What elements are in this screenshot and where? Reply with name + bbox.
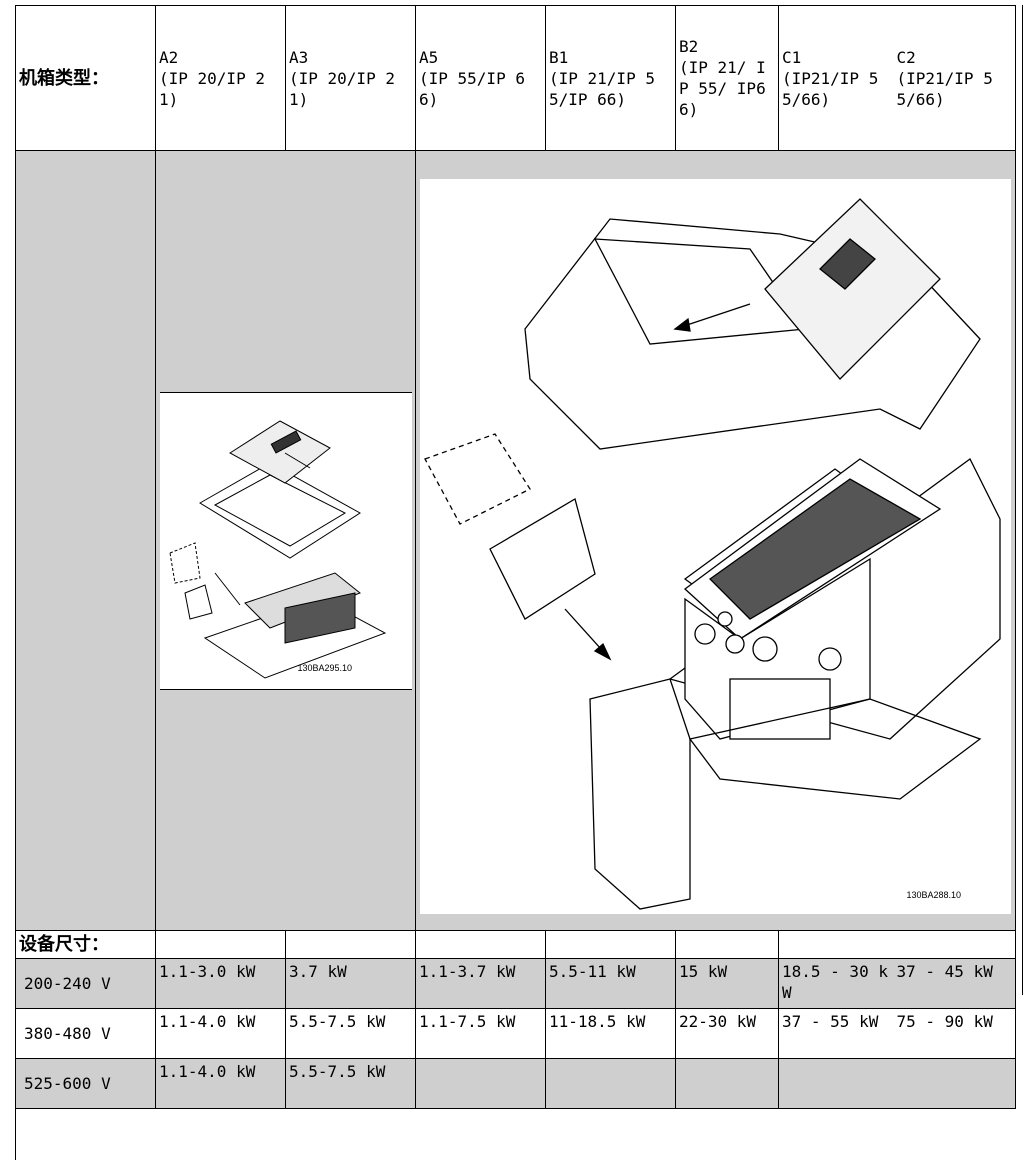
- power-range: 18.5 - 30 kW: [782, 962, 888, 1002]
- power-cell: 5.5-7.5 kW: [285, 1058, 416, 1109]
- blank: [415, 930, 546, 959]
- illustration: [424, 198, 1001, 910]
- power-row: 200-240 V 1.1-3.0 kW 3.7 kW 1.1-3.7 kW 5.5-1…: [15, 958, 1016, 1009]
- enclosure-name: A5: [419, 47, 439, 67]
- power-range: 5.5-11 kW: [549, 962, 636, 981]
- illustration: [169, 419, 387, 679]
- label: 设备尺寸：: [19, 934, 109, 955]
- power-range: 75 - 90 kW: [896, 1012, 993, 1031]
- header-cell: A2 (IP 20/IP 21): [155, 5, 286, 151]
- protection: (IP 20/IP 21): [289, 68, 395, 109]
- power-range: 5.5-7.5 kW: [289, 1012, 386, 1031]
- enclosure-name: C2: [896, 47, 916, 67]
- power-cell: 1.1-4.0 kW: [155, 1058, 286, 1109]
- power-cell: [893, 1058, 1016, 1109]
- enclosure-name: B2: [679, 37, 699, 56]
- power-cell: [415, 1058, 546, 1109]
- power-cell: 1.1-3.0 kW: [155, 958, 286, 1009]
- blank: [15, 150, 156, 931]
- power-range: 1.1-7.5 kW: [419, 1012, 516, 1031]
- protection: (IP 21/ IP 55/ IP66): [679, 58, 766, 119]
- figure-cell: 130BA295.10: [155, 150, 416, 931]
- power-range: 1.1-3.7 kW: [419, 962, 516, 981]
- blank: [675, 930, 779, 959]
- header-cell: B1 (IP 21/IP 55/IP 66): [545, 5, 676, 151]
- header-row: 机箱类型： A2 (IP 20/IP 21) A3 (IP 20/IP 21) A5 (IP…: [15, 5, 1016, 151]
- header-cell: A3 (IP 20/IP 21): [285, 5, 416, 151]
- voltage: 200-240 V: [15, 958, 156, 1009]
- blank: [893, 930, 1016, 959]
- label: 机箱类型：: [19, 67, 109, 89]
- power-range: 5.5-7.5 kW: [289, 1062, 386, 1081]
- power-row: 525-600 V 1.1-4.0 kW 5.5-7.5 kW: [15, 1058, 1016, 1109]
- voltage-label: 380-480 V: [24, 1024, 111, 1043]
- section-row: 设备尺寸：: [15, 930, 1016, 959]
- protection: (IP21/IP 55/66): [896, 68, 993, 109]
- power-range: 1.1-4.0 kW: [159, 1062, 256, 1081]
- power-range: 1.1-3.0 kW: [159, 962, 256, 981]
- power-range: 37 - 45 kW: [896, 962, 993, 981]
- power-cell: [675, 1058, 779, 1109]
- power-cell: 1.1-3.7 kW: [415, 958, 546, 1009]
- voltage: 380-480 V: [15, 1008, 156, 1059]
- header-label: 机箱类型：: [15, 5, 156, 151]
- protection: (IP 21/IP 55/IP 66): [549, 68, 655, 109]
- voltage-label: 525-600 V: [24, 1074, 111, 1093]
- power-range: 22-30 kW: [679, 1012, 757, 1031]
- power-cell: 1.1-7.5 kW: [415, 1008, 546, 1059]
- table: 机箱类型： A2 (IP 20/IP 21) A3 (IP 20/IP 21) A5 (IP…: [15, 5, 1016, 1109]
- power-range: 15 kW: [679, 962, 728, 981]
- figure-row: 130BA295.10 130BA288.10: [15, 150, 1016, 931]
- header-cell: A5 (IP 55/IP 66): [415, 5, 546, 151]
- power-cell: 11-18.5 kW: [545, 1008, 676, 1059]
- figure-code: 130BA295.10: [297, 658, 352, 679]
- power-cell: 18.5 - 30 kW: [778, 958, 894, 1009]
- code: 130BA288.10: [906, 890, 961, 900]
- frame-right: [1022, 5, 1023, 995]
- enclosure-name: C1: [782, 47, 802, 67]
- power-range: 1.1-4.0 kW: [159, 1012, 256, 1031]
- power-range: 3.7 kW: [289, 962, 347, 981]
- blank: [545, 930, 676, 959]
- power-cell: 1.1-4.0 kW: [155, 1008, 286, 1059]
- protection: (IP 55/IP 66): [419, 68, 525, 109]
- blank: [778, 930, 894, 959]
- header-cell: B2 (IP 21/ IP 55/ IP66): [675, 5, 779, 151]
- power-cell: 3.7 kW: [285, 958, 416, 1009]
- enclosure-name: A3: [289, 47, 309, 67]
- power-cell: 22-30 kW: [675, 1008, 779, 1059]
- protection: (IP21/IP 55/66): [782, 68, 879, 109]
- section-label: 设备尺寸：: [15, 930, 156, 959]
- power-row: 380-480 V 1.1-4.0 kW 5.5-7.5 kW 1.1-7.5 kW 1…: [15, 1008, 1016, 1059]
- figure-small: 130BA295.10: [160, 391, 412, 690]
- voltage: 525-600 V: [15, 1058, 156, 1109]
- power-cell: 37 - 45 kW: [893, 958, 1016, 1009]
- blank: [155, 930, 286, 959]
- figure-cell: 130BA288.10: [415, 150, 1016, 931]
- voltage-label: 200-240 V: [24, 974, 111, 993]
- power-cell: 5.5-11 kW: [545, 958, 676, 1009]
- power-cell: [545, 1058, 676, 1109]
- header-cell: C2 (IP21/IP 55/66): [893, 5, 1016, 151]
- power-cell: 37 - 55 kW: [778, 1008, 894, 1059]
- figure-large: 130BA288.10: [420, 179, 1011, 914]
- power-cell: 5.5-7.5 kW: [285, 1008, 416, 1059]
- code: 130BA295.10: [297, 662, 352, 673]
- power-range: 37 - 55 kW: [782, 1012, 879, 1031]
- power-cell: 75 - 90 kW: [893, 1008, 1016, 1059]
- power-cell: [778, 1058, 894, 1109]
- figure-code: 130BA288.10: [906, 885, 961, 906]
- header-cell: C1 (IP21/IP 55/66): [778, 5, 894, 151]
- protection: (IP 20/IP 21): [159, 68, 265, 109]
- enclosure-name: B1: [549, 47, 569, 67]
- power-cell: 15 kW: [675, 958, 779, 1009]
- enclosure-name: A2: [159, 47, 179, 67]
- blank: [285, 930, 416, 959]
- power-range: 11-18.5 kW: [549, 1012, 646, 1031]
